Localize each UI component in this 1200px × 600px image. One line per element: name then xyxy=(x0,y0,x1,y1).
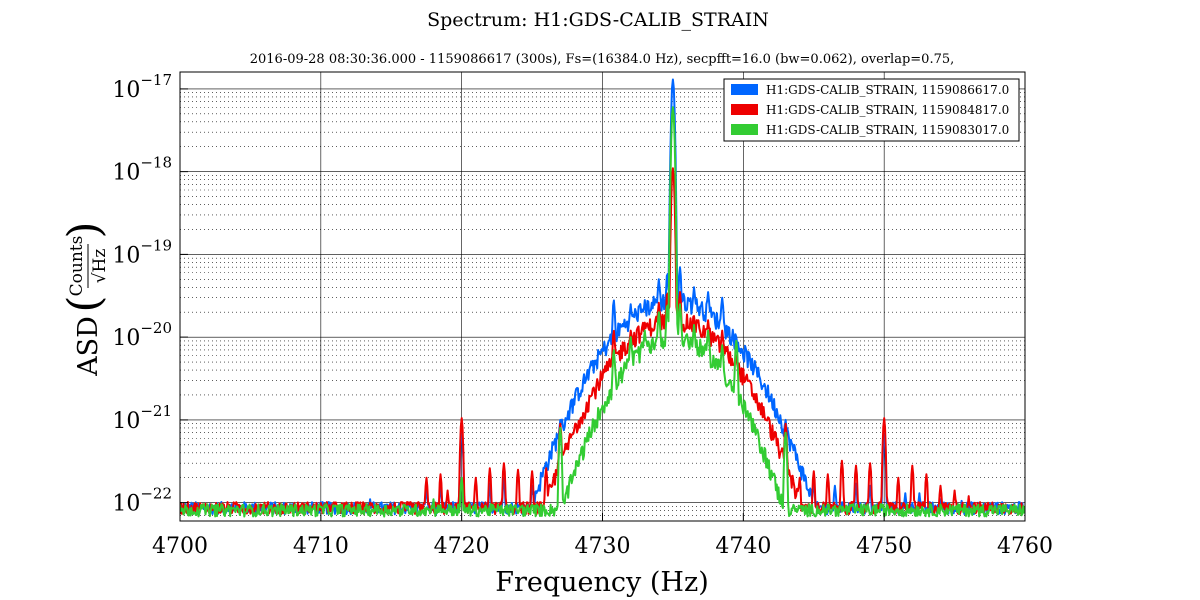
chart-title: Spectrum: H1:GDS-CALIB_STRAIN xyxy=(427,9,769,31)
x-tick-label: 4730 xyxy=(575,534,631,559)
y-tick-label: 10−21 xyxy=(112,402,172,434)
legend: H1:GDS-CALIB_STRAIN, 1159086617.0 H1:GDS-… xyxy=(723,78,1020,142)
x-tick-label: 4720 xyxy=(434,534,490,559)
legend-swatch xyxy=(731,124,758,135)
legend-label: H1:GDS-CALIB_STRAIN, 1159083017.0 xyxy=(766,123,1009,137)
legend-swatch xyxy=(731,84,758,95)
x-tick-label: 4750 xyxy=(856,534,912,559)
series-line xyxy=(180,167,1025,516)
y-axis-paren-right: ) xyxy=(59,221,110,238)
legend-swatch xyxy=(731,104,758,115)
y-tick-label: 10−19 xyxy=(112,236,172,268)
x-tick-label: 4760 xyxy=(997,534,1053,559)
x-tick-label: 4700 xyxy=(152,534,208,559)
y-axis-label: ASD ( Counts √Hz ) xyxy=(59,221,110,376)
y-axis-paren-left: ( xyxy=(59,295,110,312)
axis-ticks: 4700 4710 4720 4730 4740 4750 4760 10−17 10−18 10… xyxy=(112,71,1053,559)
y-axis-label-prefix: ASD xyxy=(73,316,104,377)
y-axis-label-numerator: Counts xyxy=(67,236,87,297)
y-axis-label-denominator: √Hz xyxy=(90,249,110,284)
legend-label: H1:GDS-CALIB_STRAIN, 1159084817.0 xyxy=(766,103,1009,117)
legend-label: H1:GDS-CALIB_STRAIN, 1159086617.0 xyxy=(766,83,1009,97)
legend-box xyxy=(723,78,1020,142)
chart-subtitle: 2016-09-28 08:30:36.000 - 1159086617 (30… xyxy=(250,52,955,67)
x-tick-label: 4710 xyxy=(293,534,349,559)
y-tick-label: 10−22 xyxy=(112,485,172,517)
y-tick-label: 10−17 xyxy=(112,71,172,103)
y-tick-label: 10−20 xyxy=(112,319,172,351)
x-tick-label: 4740 xyxy=(715,534,771,559)
y-tick-label: 10−18 xyxy=(112,154,172,186)
x-axis-label: Frequency (Hz) xyxy=(495,567,708,598)
